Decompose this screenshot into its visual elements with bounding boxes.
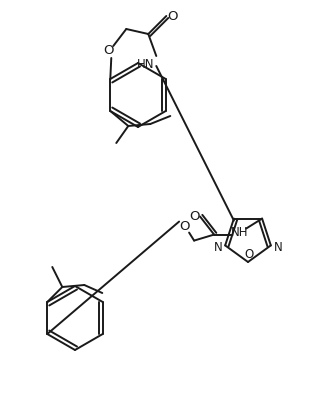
Text: O: O [179,220,189,233]
Text: N: N [273,241,282,254]
Text: HN: HN [137,57,154,70]
Text: N: N [214,241,223,254]
Text: O: O [167,10,177,22]
Text: O: O [189,210,199,223]
Text: O: O [244,248,254,262]
Text: NH: NH [232,226,249,239]
Text: O: O [103,45,114,57]
